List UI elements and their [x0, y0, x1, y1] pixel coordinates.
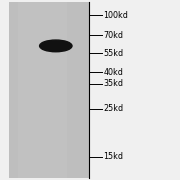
Text: 55kd: 55kd: [103, 49, 124, 58]
Ellipse shape: [40, 40, 72, 52]
Text: 70kd: 70kd: [103, 31, 123, 40]
Bar: [18, 2, 67, 178]
Text: 25kd: 25kd: [103, 104, 124, 113]
Text: 35kd: 35kd: [103, 79, 123, 88]
Text: 40kd: 40kd: [103, 68, 123, 76]
Text: 100kd: 100kd: [103, 11, 128, 20]
Bar: [9, 2, 90, 178]
Text: 15kd: 15kd: [103, 152, 123, 161]
